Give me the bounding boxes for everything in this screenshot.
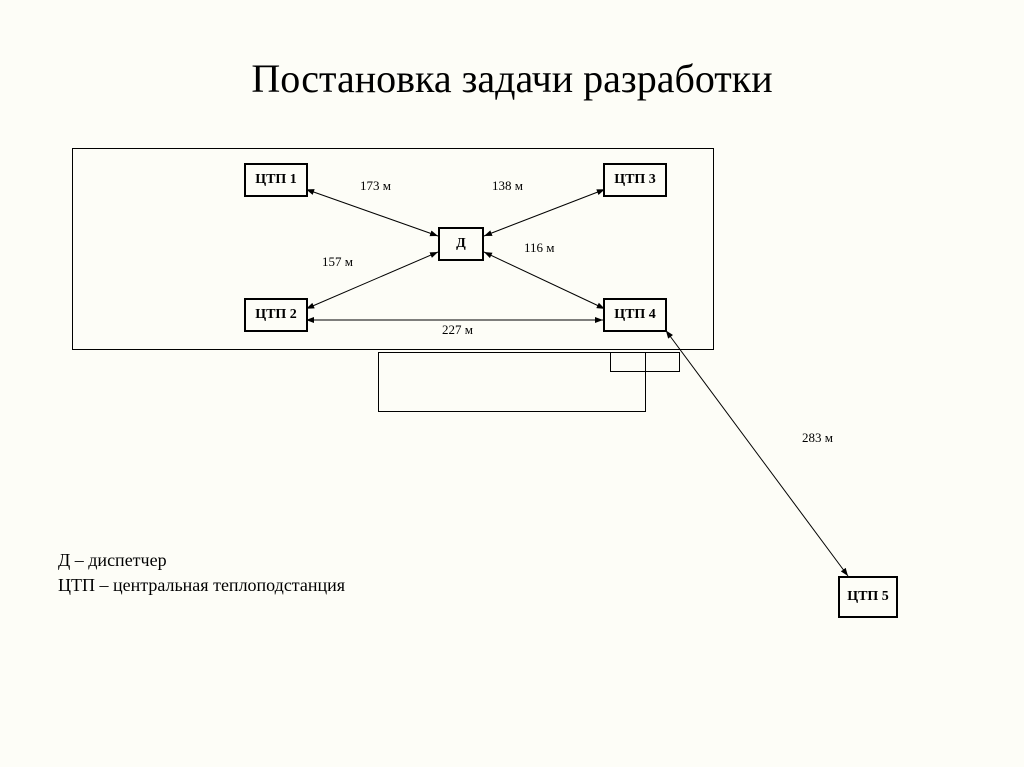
frame-under1 [378, 352, 646, 412]
edge-label-ctp4-d: 116 м [522, 240, 557, 256]
node-ctp1: ЦТП 1 [244, 163, 308, 197]
edge-label-ctp3-d: 138 м [490, 178, 525, 194]
node-ctp4: ЦТП 4 [603, 298, 667, 332]
legend: Д – диспетчер ЦТП – центральная теплопод… [58, 548, 345, 598]
edge-label-ctp4-ctp5: 283 м [800, 430, 835, 446]
node-ctp5: ЦТП 5 [838, 576, 898, 618]
node-d: Д [438, 227, 484, 261]
legend-line-2: ЦТП – центральная теплоподстанция [58, 573, 345, 598]
diagram-canvas: 173 м 138 м 157 м 116 м 227 м 283 м ЦТП 1 ЦТП 3… [0, 0, 1024, 767]
frame-under2 [610, 352, 680, 372]
node-ctp3: ЦТП 3 [603, 163, 667, 197]
node-ctp2: ЦТП 2 [244, 298, 308, 332]
edge-label-ctp1-d: 173 м [358, 178, 393, 194]
edge-label-ctp2-d: 157 м [320, 254, 355, 270]
legend-line-1: Д – диспетчер [58, 548, 345, 573]
edge-ctp4-ctp5 [667, 332, 848, 576]
edge-label-ctp2-ctp4: 227 м [440, 322, 475, 338]
